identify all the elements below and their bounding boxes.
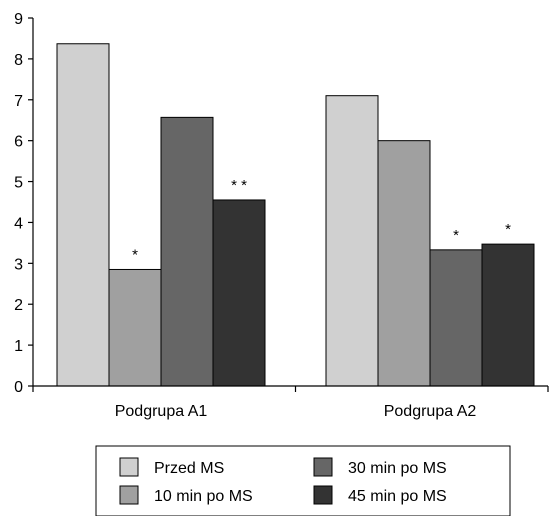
bar [325, 95, 379, 387]
legend-swatch [119, 485, 139, 505]
y-axis: 0 1 2 3 4 5 6 7 8 9 [14, 11, 34, 396]
legend-label: 45 min po MS [348, 488, 447, 505]
y-tick-label: 6 [14, 134, 23, 151]
bar [212, 199, 266, 387]
y-tick-label: 9 [14, 11, 23, 28]
y-tick-label: 3 [14, 256, 23, 273]
bar [160, 116, 214, 387]
annotations: * * * * * [132, 177, 511, 264]
legend-label: 30 min po MS [348, 460, 447, 477]
significance-marker: * [453, 227, 459, 244]
legend-swatch [119, 457, 139, 477]
y-tick-label: 4 [14, 215, 23, 232]
legend-label: 10 min po MS [154, 488, 253, 505]
bar [429, 249, 483, 387]
y-tick-label: 1 [14, 338, 23, 355]
bars [56, 43, 535, 387]
y-tick-label: 0 [14, 379, 23, 396]
y-tick-label: 7 [14, 93, 23, 110]
bar [377, 140, 431, 387]
legend-swatch [313, 457, 333, 477]
legend-label: Przed MS [154, 460, 224, 477]
bar [56, 43, 110, 387]
significance-marker: * * [231, 177, 247, 194]
legend-swatch [313, 485, 333, 505]
y-tick-label: 8 [14, 52, 23, 69]
category-label: Podgrupa A2 [384, 403, 477, 420]
significance-marker: * [505, 221, 511, 238]
bar [108, 268, 162, 387]
x-axis: Podgrupa A1 Podgrupa A2 [32, 385, 549, 420]
legend: Przed MS 10 min po MS 30 min po MS 45 min p… [95, 445, 511, 516]
bar [481, 243, 535, 387]
category-label: Podgrupa A1 [115, 403, 208, 420]
y-tick-label: 2 [14, 297, 23, 314]
legend-box [95, 445, 511, 516]
y-tick-label: 5 [14, 175, 23, 192]
significance-marker: * [132, 246, 138, 263]
